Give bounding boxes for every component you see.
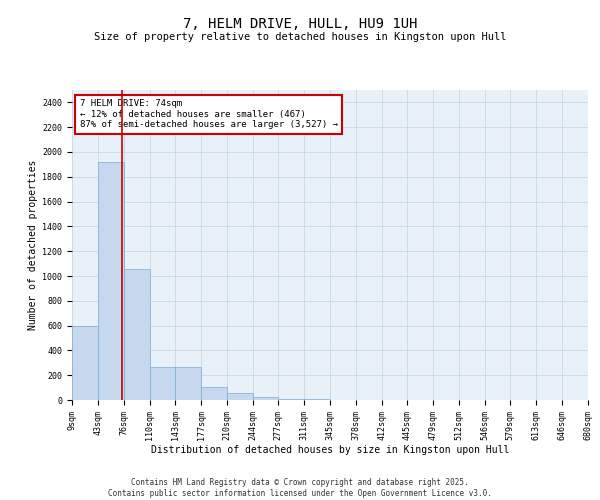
Text: 7 HELM DRIVE: 74sqm
← 12% of detached houses are smaller (467)
87% of semi-detac: 7 HELM DRIVE: 74sqm ← 12% of detached ho… [80,100,338,129]
Bar [98,162,124,400]
Bar [72,326,98,400]
Bar [149,366,175,400]
Bar [124,268,149,400]
Y-axis label: Number of detached properties: Number of detached properties [28,160,38,330]
Text: Contains HM Land Registry data © Crown copyright and database right 2025.
Contai: Contains HM Land Registry data © Crown c… [108,478,492,498]
Bar [201,387,227,400]
Text: 7, HELM DRIVE, HULL, HU9 1UH: 7, HELM DRIVE, HULL, HU9 1UH [183,18,417,32]
X-axis label: Distribution of detached houses by size in Kingston upon Hull: Distribution of detached houses by size … [151,446,509,456]
Bar [175,366,201,400]
Bar [278,399,304,400]
Text: Size of property relative to detached houses in Kingston upon Hull: Size of property relative to detached ho… [94,32,506,42]
Bar [227,393,253,400]
Bar [253,397,278,400]
